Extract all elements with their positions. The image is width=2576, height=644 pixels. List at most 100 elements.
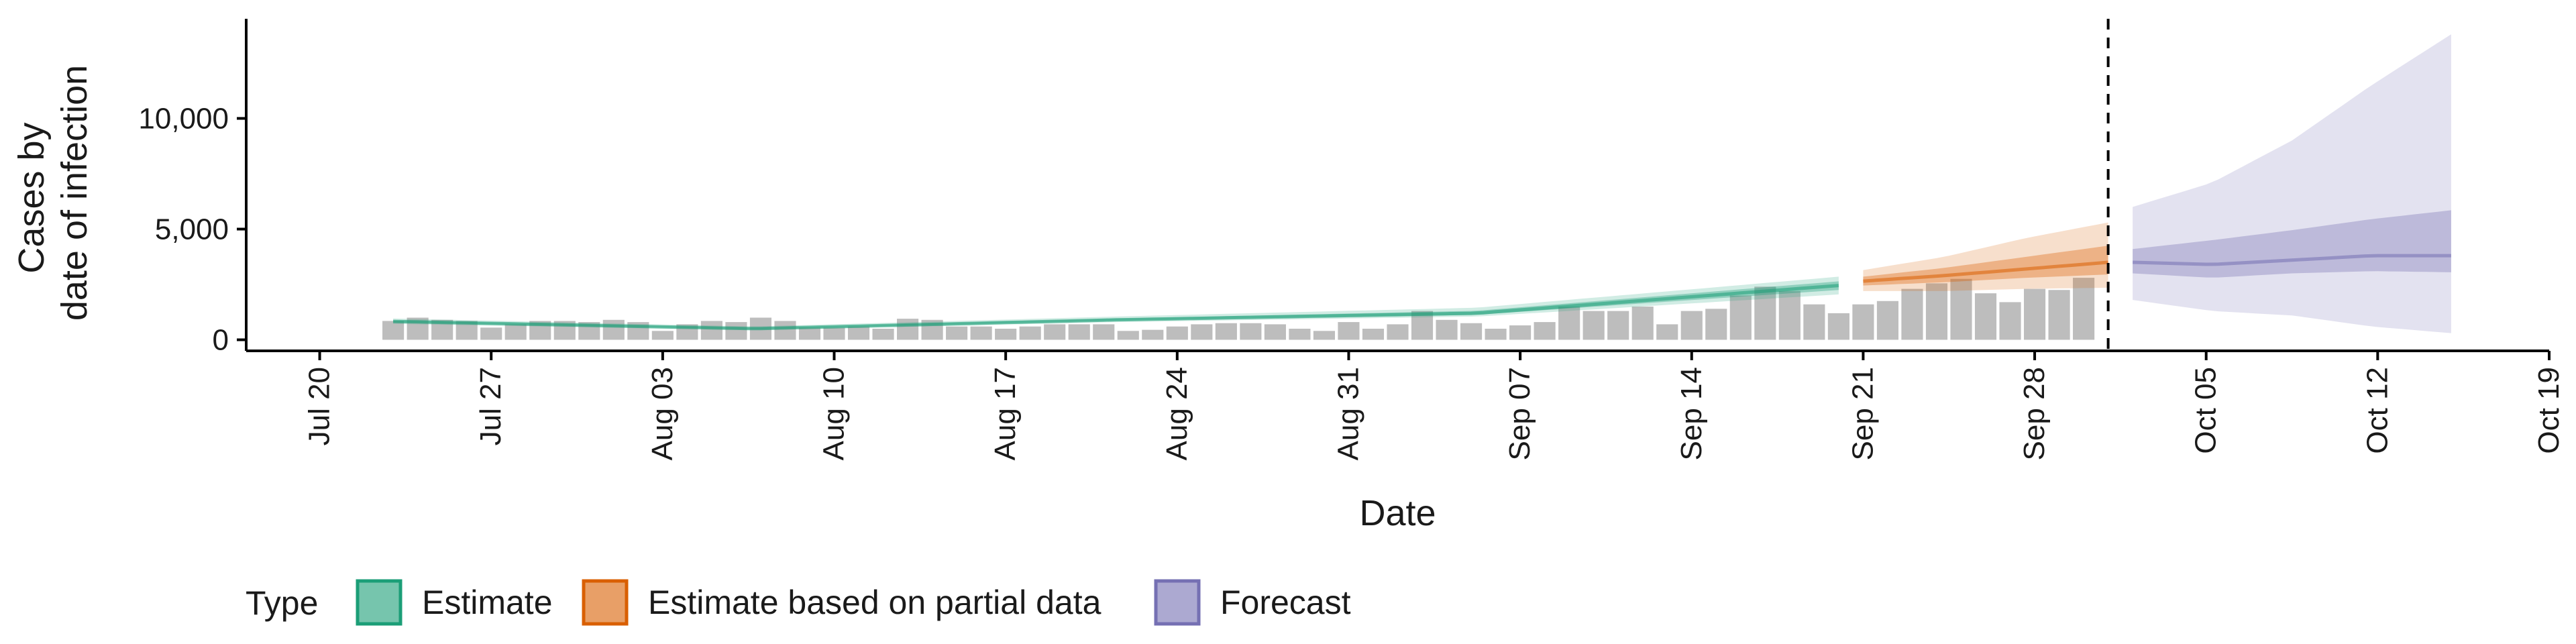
x-tick-label: Jul 27 xyxy=(474,367,507,445)
reported-cases-bar xyxy=(1264,324,1286,340)
reported-cases-bar xyxy=(1950,278,1972,340)
band-90-2 xyxy=(2133,34,2451,333)
median-line-0 xyxy=(393,284,1839,331)
x-tick-label: Oct 19 xyxy=(2532,367,2565,454)
reported-cases-bar xyxy=(1999,302,2021,340)
reported-cases-bar xyxy=(1068,324,1090,340)
reported-cases-bar xyxy=(1827,313,1849,340)
reported-cases-bar xyxy=(1387,324,1409,340)
y-tick-label: 10,000 xyxy=(138,103,229,136)
reported-cases-bar xyxy=(1191,324,1213,340)
x-tick-label: Jul 20 xyxy=(303,367,336,445)
x-axis-title: Date xyxy=(1359,493,1436,533)
reported-cases-bar xyxy=(774,321,796,340)
x-tick-label: Aug 17 xyxy=(989,367,1022,460)
reported-cases-bar xyxy=(1534,322,1556,340)
reported-cases-bar xyxy=(872,329,894,340)
estimate-bands xyxy=(393,34,2451,333)
legend-label: Estimate based on partial data xyxy=(648,584,1102,621)
reported-cases-bar xyxy=(1680,311,1703,340)
reported-cases-bar xyxy=(2048,290,2070,340)
reported-cases-bar xyxy=(1215,323,1237,340)
reported-cases-bar xyxy=(1117,331,1139,340)
reported-cases-bar xyxy=(1901,288,1923,340)
reported-cases-bar xyxy=(602,319,625,340)
reported-cases-bar xyxy=(1705,309,1727,340)
median-line-2 xyxy=(2133,254,2451,266)
band-90-1 xyxy=(1863,222,2108,291)
reported-cases-bar xyxy=(1631,307,1654,340)
reported-cases-bar xyxy=(651,331,674,340)
x-tick-label: Aug 10 xyxy=(818,367,851,460)
reported-cases-bar xyxy=(798,327,821,340)
legend-title: Type xyxy=(246,584,318,622)
legend-key xyxy=(1154,579,1201,626)
reported-cases-bar xyxy=(1044,324,1066,340)
reported-cases-bar xyxy=(946,326,968,340)
reported-cases-bar xyxy=(1778,290,1801,340)
x-tick-label: Oct 12 xyxy=(2361,367,2394,454)
reported-cases-bar xyxy=(1019,326,1041,340)
reported-cases-bar xyxy=(504,324,527,340)
legend-label: Forecast xyxy=(1220,584,1351,621)
median-line-1 xyxy=(1863,260,2108,283)
reported-cases-bar xyxy=(1166,326,1188,340)
reported-cases-bar xyxy=(1509,325,1532,340)
reported-cases-bar xyxy=(823,327,845,340)
reported-cases-bar xyxy=(725,322,747,340)
reported-cases-bar xyxy=(1338,322,1360,340)
y-axis-title: Cases by date of infection xyxy=(11,65,95,321)
y-tick-label: 0 xyxy=(213,324,229,357)
reported-cases-bar xyxy=(1582,311,1605,340)
axes xyxy=(245,19,2549,352)
y-axis-title-line-2: date of infection xyxy=(54,65,95,321)
reported-cases-bar xyxy=(382,321,405,340)
reported-cases-bar xyxy=(1852,304,1874,340)
reported-cases-bar xyxy=(2023,288,2046,340)
legend-key xyxy=(356,579,402,626)
reported-cases-bar xyxy=(1803,304,1825,340)
x-tick-label: Sep 14 xyxy=(1675,367,1708,460)
reported-cases-bar xyxy=(2073,278,2095,340)
reported-cases-bar xyxy=(1558,307,1580,340)
y-tick-label: 5,000 xyxy=(155,213,229,246)
x-tick-label: Sep 28 xyxy=(2018,367,2051,460)
reported-cases-bar xyxy=(995,329,1017,340)
reported-cases-bar xyxy=(1313,331,1336,340)
reported-cases-bar xyxy=(847,326,870,340)
legend-key xyxy=(582,579,629,626)
reported-cases-bar xyxy=(1729,295,1752,340)
y-axis-ticks: 0 5,000 10,000 xyxy=(138,103,246,357)
reported-cases-bar xyxy=(970,326,992,340)
x-tick-label: Sep 07 xyxy=(1503,367,1536,460)
reported-cases-bar xyxy=(480,327,502,340)
reported-cases-bar xyxy=(1876,301,1898,340)
reported-cases-bar xyxy=(1754,286,1776,340)
reported-cases-bar xyxy=(1142,329,1164,340)
reported-cases-bar xyxy=(1925,283,1948,340)
reported-cases-bar xyxy=(1460,323,1483,340)
reported-cases-bar xyxy=(1656,324,1678,340)
x-tick-label: Oct 05 xyxy=(2190,367,2222,454)
x-tick-label: Aug 31 xyxy=(1332,367,1364,460)
x-tick-label: Aug 24 xyxy=(1161,367,1193,460)
reported-cases-bar xyxy=(1436,319,1458,340)
x-tick-label: Sep 21 xyxy=(1846,367,1879,460)
reported-cases-bar xyxy=(1607,311,1629,340)
reported-cases-bar xyxy=(1974,293,1997,340)
legend: Type Estimate Estimate based on partial d… xyxy=(246,579,1351,626)
reported-cases-bar xyxy=(1093,324,1115,340)
legend-label: Estimate xyxy=(422,584,553,621)
reported-cases-bar xyxy=(1240,323,1262,340)
x-tick-label: Aug 03 xyxy=(646,367,679,460)
reported-cases-bar xyxy=(897,319,919,340)
band-50-2 xyxy=(2133,210,2451,278)
reported-cases-bars xyxy=(382,278,2095,340)
reported-cases-bar xyxy=(1289,329,1311,340)
x-axis-ticks: Jul 20 Jul 27 Aug 03 Aug 10 Aug 17 Aug 24 Aug … xyxy=(303,351,2565,460)
reported-cases-bar xyxy=(700,321,722,340)
reported-cases-bar xyxy=(1362,329,1385,340)
y-axis-title-line-1: Cases by xyxy=(11,122,52,273)
reported-cases-bar xyxy=(1485,329,1507,340)
